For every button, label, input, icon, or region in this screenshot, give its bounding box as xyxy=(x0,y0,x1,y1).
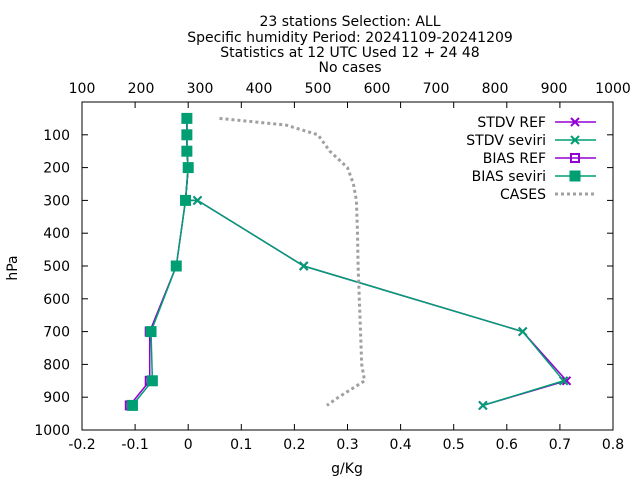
x-tick-label: 0.3 xyxy=(336,437,358,453)
legend-marker xyxy=(570,153,580,163)
x2-tick-label: 500 xyxy=(305,81,332,97)
series-bias-ref xyxy=(124,113,194,411)
title-line-3: Statistics at 12 UTC Used 12 + 24 48 xyxy=(220,45,479,61)
axes: -0.2 -0.1 0 0.1 0.2 0.3 0.4 0.5 0.6 0.7 0.8 100 200 3… xyxy=(34,81,630,453)
legend-label: BIAS seviri xyxy=(472,169,546,185)
data-point-stdv-seviri-stroke xyxy=(192,195,203,206)
x2-tick-label: 700 xyxy=(423,81,450,97)
data-point-bias-seviri xyxy=(181,145,193,157)
data-point-bias-seviri xyxy=(146,375,158,387)
legend-marker xyxy=(570,135,580,145)
x2-tick-label: 600 xyxy=(364,81,391,97)
x2-tick-label: 400 xyxy=(246,81,273,97)
series xyxy=(124,112,572,411)
x-tick-label: 0.2 xyxy=(283,437,305,453)
data-point-stdv-seviri-stroke xyxy=(478,400,488,411)
legend-marker-stroke xyxy=(570,117,580,127)
title-line-2: Specific humidity Period: 20241109-20241… xyxy=(187,30,513,46)
legend-label: STDV REF xyxy=(477,115,546,131)
y-tick-label: 400 xyxy=(43,226,70,242)
chart-title: 23 stations Selection: ALL Specific humi… xyxy=(187,14,513,76)
y-tick-label: 200 xyxy=(43,161,70,177)
data-point-stdv-seviri xyxy=(518,326,528,337)
data-point-bias-seviri xyxy=(126,399,138,411)
y-tick-label: 100 xyxy=(43,128,70,144)
x2-tick-label: 200 xyxy=(128,81,155,97)
y-tick-label: 900 xyxy=(43,390,70,406)
legend-label: CASES xyxy=(500,187,546,203)
data-point-stdv-seviri xyxy=(478,400,488,411)
x-tick-label: 0.1 xyxy=(230,437,252,453)
legend-marker xyxy=(569,170,581,182)
x-tick-label: 0.4 xyxy=(389,437,411,453)
data-point-bias-seviri xyxy=(145,326,157,338)
data-point-bias-seviri xyxy=(170,260,182,272)
series-line-cases xyxy=(219,116,367,407)
x-tick-label: 0.5 xyxy=(443,437,465,453)
title-line-1: 23 stations Selection: ALL xyxy=(259,14,440,30)
data-point-stdv-seviri-stroke xyxy=(518,326,528,337)
data-point-stdv-ref xyxy=(561,376,572,386)
legend-item-bias-ref: BIAS REF xyxy=(483,151,596,167)
x2-tick-label: 1000 xyxy=(595,81,631,97)
x-tick-label: 0.8 xyxy=(602,437,624,453)
data-point-stdv-seviri xyxy=(192,195,203,206)
series-bias-seviri xyxy=(126,112,194,411)
legend-marker xyxy=(570,117,580,127)
legend-label: BIAS REF xyxy=(483,151,546,167)
x2-tick-label: 100 xyxy=(69,81,96,97)
x-tick-label: 0.7 xyxy=(549,437,571,453)
y-axis-label: hPa xyxy=(5,255,21,280)
x-tick-label: -0.1 xyxy=(121,437,148,453)
y-tick-label: 600 xyxy=(43,292,70,308)
x-tick-label: -0.2 xyxy=(68,437,95,453)
data-point-bias-seviri xyxy=(180,194,192,206)
y-tick-label: 1000 xyxy=(34,423,70,439)
title-line-4: No cases xyxy=(319,60,382,76)
y-tick-label: 500 xyxy=(43,259,70,275)
x2-tick-label: 800 xyxy=(482,81,509,97)
x-tick-label: 0.6 xyxy=(496,437,518,453)
legend-marker-stroke xyxy=(570,135,580,145)
data-point-bias-seviri xyxy=(182,162,194,174)
x2-tick-label: 900 xyxy=(541,81,568,97)
legend-item-stdv-seviri: STDV seviri xyxy=(466,133,596,149)
x-axis-label: g/Kg xyxy=(331,461,363,477)
series-cases xyxy=(219,116,367,407)
legend-label: STDV seviri xyxy=(466,133,546,149)
data-point-stdv-seviri-stroke xyxy=(298,261,309,271)
legend-item-cases: CASES xyxy=(500,187,596,203)
x2-tick-label: 300 xyxy=(187,81,214,97)
data-point-stdv-ref-stroke xyxy=(561,376,572,386)
x-tick-label: 0 xyxy=(184,437,193,453)
y-tick-label: 300 xyxy=(43,193,70,209)
y-tick-label: 800 xyxy=(43,357,70,373)
legend: STDV REF STDV seviri BIAS REF BIAS seviri CA… xyxy=(466,115,596,203)
data-point-bias-seviri xyxy=(181,129,193,141)
data-point-stdv-seviri xyxy=(298,261,309,271)
data-point-stdv-seviri-stroke xyxy=(558,376,569,386)
y-tick-label: 700 xyxy=(43,325,70,341)
legend-item-bias-seviri: BIAS seviri xyxy=(472,169,596,185)
data-point-bias-seviri xyxy=(181,112,193,124)
data-point-stdv-seviri xyxy=(558,376,569,386)
legend-item-stdv-ref: STDV REF xyxy=(477,115,596,131)
